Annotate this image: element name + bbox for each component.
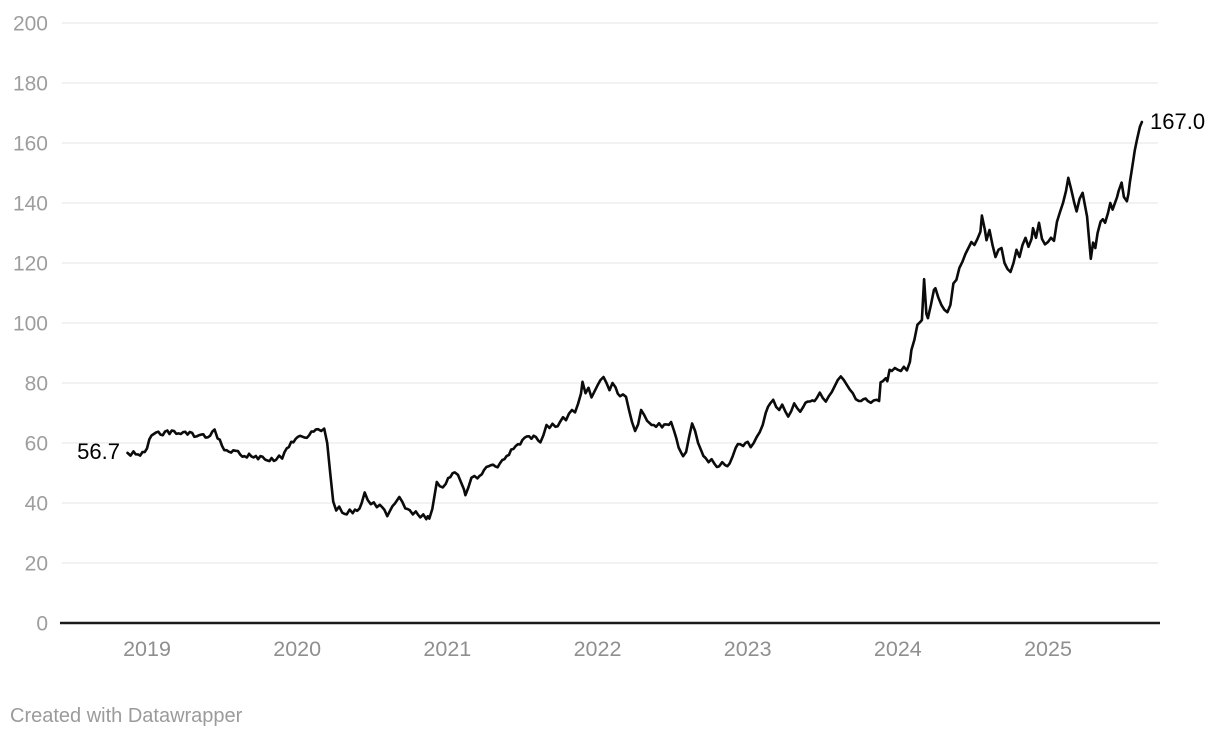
x-tick-label: 2023 (724, 637, 772, 661)
x-tick-label: 2025 (1024, 637, 1072, 661)
x-tick-label: 2020 (273, 637, 321, 661)
y-tick-label: 100 (13, 313, 48, 336)
attribution-text: Created with Datawrapper (10, 705, 243, 727)
price-line (126, 120, 1144, 521)
x-tick-label: 2019 (123, 637, 171, 661)
y-tick-label: 40 (25, 493, 48, 516)
x-tick-label: 2024 (874, 637, 922, 661)
x-tick-label: 2022 (574, 637, 622, 661)
y-tick-label: 60 (25, 433, 48, 456)
y-tick-label: 180 (13, 73, 48, 96)
y-tick-label: 200 (13, 13, 48, 36)
y-tick-label: 0 (36, 613, 48, 636)
y-tick-label: 20 (25, 553, 48, 576)
x-tick-label: 2021 (423, 637, 471, 661)
y-tick-label: 160 (13, 133, 48, 156)
end-value-label: 167.0 (1150, 109, 1206, 134)
y-tick-label: 140 (13, 193, 48, 216)
y-tick-label: 120 (13, 253, 48, 276)
start-value-label: 56.7 (77, 439, 120, 464)
y-tick-label: 80 (25, 373, 48, 396)
